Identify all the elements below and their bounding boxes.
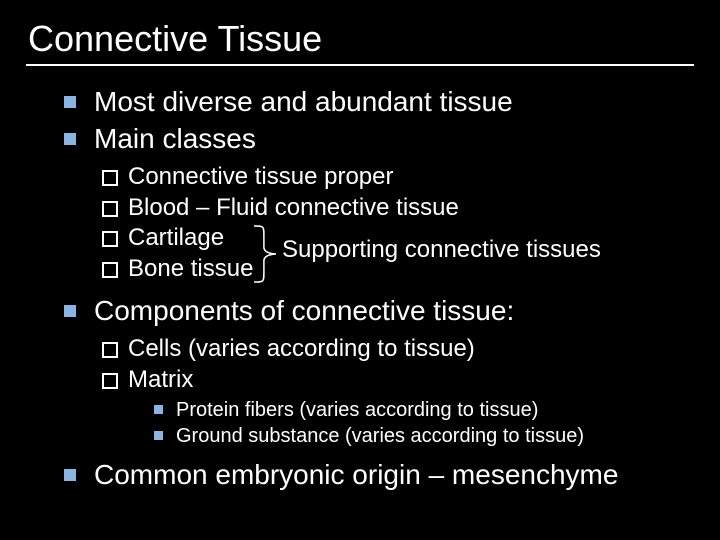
bullet-list-lvl2: Connective tissue proper Blood – Fluid c… [102,162,694,285]
list-item-text: Cells (varies according to tissue) [128,335,475,362]
list-item: Ground substance (varies according to ti… [154,423,694,449]
list-item-text: Main classes [94,123,256,154]
slide: Connective Tissue Most diverse and abund… [0,0,720,540]
list-item: Most diverse and abundant tissue [64,84,694,119]
list-item-text: Components of connective tissue: [94,295,514,326]
list-item-text: Cartilage [128,224,224,251]
list-item: Common embryonic origin – mesenchyme [64,457,694,492]
list-item: Components of connective tissue: Cells (… [64,293,694,449]
list-item-text: Blood – Fluid connective tissue [128,194,459,221]
title-rule [26,64,694,66]
list-item-text: Bone tissue [128,255,253,282]
list-item-text: Ground substance (varies according to ti… [176,425,584,447]
bullet-list-lvl2: Cells (varies according to tissue) Matri… [102,334,694,449]
list-item-text: Protein fibers (varies according to tiss… [176,399,538,421]
list-item: Matrix Protein fibers (varies according … [102,365,694,450]
bullet-list-lvl1: Most diverse and abundant tissue Main cl… [64,84,694,492]
list-item-text: Common embryonic origin – mesenchyme [94,459,618,490]
slide-title: Connective Tissue [28,18,694,60]
list-item: Blood – Fluid connective tissue [102,193,694,224]
list-item-text: Connective tissue proper [128,163,393,190]
bullet-list-lvl3: Protein fibers (varies according to tiss… [154,397,694,449]
list-item-text: Most diverse and abundant tissue [94,86,513,117]
list-item-text: Matrix [128,366,193,393]
list-item: Protein fibers (varies according to tiss… [154,397,694,423]
list-item: Connective tissue proper [102,162,694,193]
list-item: Cells (varies according to tissue) [102,334,694,365]
annotation-text: Supporting connective tissues [282,236,601,264]
